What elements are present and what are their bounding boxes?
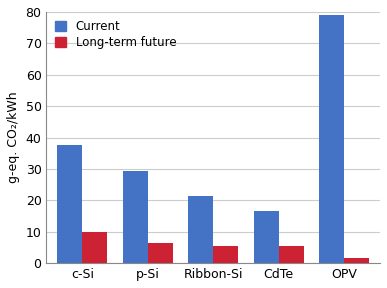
Legend: Current, Long-term future: Current, Long-term future — [50, 16, 181, 54]
Bar — [58, 145, 82, 263]
Bar — [82, 232, 107, 263]
Bar — [319, 15, 344, 263]
Y-axis label: g-eq. CO₂/kWh: g-eq. CO₂/kWh — [7, 92, 20, 183]
Bar — [148, 243, 173, 263]
Bar — [344, 259, 369, 263]
Bar — [213, 246, 238, 263]
Bar — [254, 211, 279, 263]
Bar — [188, 196, 213, 263]
Bar — [123, 170, 148, 263]
Bar — [279, 246, 303, 263]
